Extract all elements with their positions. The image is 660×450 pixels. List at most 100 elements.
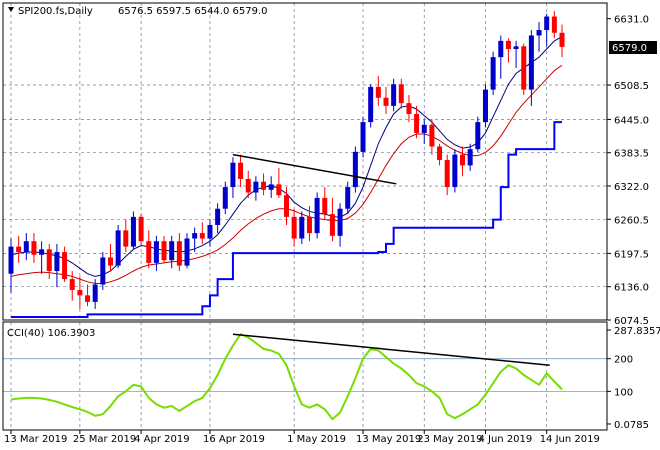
candle [544, 13, 550, 47]
candle [536, 21, 542, 52]
cci-tick-label: 287.8357 [614, 326, 660, 337]
candle [337, 203, 343, 247]
candle [498, 35, 504, 79]
candle [85, 284, 91, 307]
candle-body [414, 113, 420, 133]
candle-body [360, 122, 366, 152]
price-tick-label: 6260.5 [614, 215, 649, 226]
candle-body [452, 154, 458, 188]
cci-trendline-segment [232, 333, 550, 366]
candle-body [490, 57, 496, 90]
candle [444, 154, 450, 196]
candle [31, 233, 37, 263]
candle-body [482, 89, 488, 123]
candle [460, 146, 466, 177]
price-tick-label: 6322.0 [614, 182, 649, 193]
candle [77, 276, 83, 309]
candle [391, 78, 397, 112]
candle [360, 116, 366, 158]
candle-body [391, 84, 397, 106]
candle [490, 51, 496, 96]
candle-body [77, 289, 83, 296]
candle-body [123, 230, 129, 247]
candle [482, 84, 488, 128]
cci-tick-label: 200 [614, 355, 633, 366]
candle [505, 38, 511, 63]
candle-body [505, 40, 511, 50]
candle-body [375, 86, 381, 98]
candle-body [429, 124, 435, 147]
candle [146, 230, 152, 269]
candle-body [169, 241, 175, 261]
collapse-triangle-icon[interactable] [8, 7, 14, 12]
candle [153, 235, 159, 272]
candle [238, 154, 244, 188]
ma-slow-path [10, 64, 563, 284]
candle-body [31, 241, 37, 255]
candle [429, 119, 435, 155]
candle-body [444, 160, 450, 188]
candle-body [253, 181, 259, 193]
candle-body [245, 178, 251, 193]
candle [467, 143, 473, 171]
candle [199, 222, 205, 244]
donchian-line [11, 121, 562, 319]
candle [398, 78, 404, 109]
candle-body [467, 149, 473, 166]
candle-body [184, 238, 190, 266]
candle [276, 168, 282, 198]
time-tick-label: 14 Jun 2019 [540, 434, 600, 445]
candle-body [199, 233, 205, 239]
candle [559, 24, 565, 58]
candle-body [398, 84, 404, 104]
candle [253, 176, 259, 201]
candle [169, 235, 175, 269]
price-tick-label: 6383.5 [614, 149, 649, 160]
price-tick-label: 6631.0 [614, 15, 649, 26]
time-tick-label: 13 May 2019 [356, 434, 421, 445]
candle [513, 40, 519, 68]
candle-body [230, 162, 236, 188]
price-trendline [232, 153, 397, 185]
candle-body [192, 233, 198, 239]
current-price-label: 6579.0 [612, 43, 647, 54]
candle [368, 84, 374, 128]
cci-tick-label: 100 [614, 387, 633, 398]
candle [130, 211, 136, 250]
candle-body [161, 241, 167, 261]
candle [62, 246, 68, 282]
candle-body [536, 30, 542, 36]
price-tick-label: 6197.5 [614, 249, 649, 260]
candle-body [513, 46, 519, 50]
candle-body [222, 187, 228, 209]
price-tick-label: 6508.5 [614, 81, 649, 92]
time-tick-label: 1 May 2019 [287, 434, 346, 445]
candle [551, 11, 557, 39]
candle-body [215, 208, 221, 225]
candle [322, 187, 328, 220]
candle [452, 149, 458, 193]
candle [176, 233, 182, 272]
time-tick-label: 4 Jun 2019 [478, 434, 532, 445]
candle-body [115, 230, 121, 266]
cci-tick-label: 0.0785 [614, 420, 649, 431]
candle-body [551, 16, 557, 33]
time-tick-label: 13 Mar 2019 [4, 434, 67, 445]
candle-body [62, 252, 68, 280]
candle-body [54, 252, 60, 272]
candle-body [559, 32, 565, 47]
price-tick-label: 6445.0 [614, 115, 649, 126]
price-trendline-segment [232, 153, 397, 185]
candle-body [107, 257, 113, 266]
candle [23, 233, 29, 261]
candle-body [146, 241, 152, 263]
symbol-label: SPI200.fs,Daily [18, 6, 93, 17]
candle-body [268, 184, 274, 190]
candle-body [314, 197, 320, 234]
candle [375, 76, 381, 106]
candle-body [299, 216, 305, 239]
candle-body [153, 241, 159, 263]
cci-axis: 287.8357 200 100 0.0785 [607, 326, 660, 431]
candle-body [23, 241, 29, 253]
